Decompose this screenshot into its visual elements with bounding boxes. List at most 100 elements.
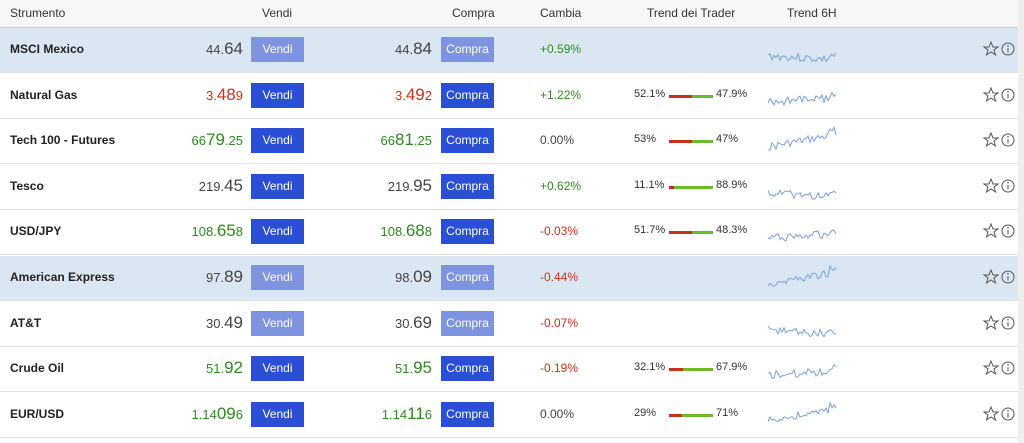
- trend-buy-label: 88.9%: [716, 178, 748, 191]
- row-icons[interactable]: [982, 86, 1016, 104]
- trend-sell-bar: [669, 140, 693, 144]
- change: +0.59%: [540, 42, 582, 56]
- price-part: 92: [224, 358, 243, 378]
- info-icon[interactable]: [1001, 133, 1015, 147]
- change: 0.00%: [540, 406, 575, 421]
- header-cell: Compra: [452, 6, 495, 20]
- table-row[interactable]: American Express 97.89 Vendi 98.09 Compra -0.…: [0, 256, 1018, 301]
- price-part: 6: [235, 406, 243, 422]
- buy-button[interactable]: Compra: [441, 82, 494, 108]
- header-cell: Vendi: [262, 6, 293, 20]
- row-icons[interactable]: [982, 131, 1016, 149]
- info-icon[interactable]: [1001, 224, 1015, 238]
- price-part: .25: [224, 133, 243, 149]
- info-icon[interactable]: [1001, 316, 1015, 330]
- instrument-name: American Express: [10, 270, 115, 284]
- price-part: 219.: [387, 178, 414, 194]
- star-icon[interactable]: [982, 223, 1000, 239]
- sell-button[interactable]: Vendi: [251, 82, 304, 108]
- price: 6679.25: [192, 130, 243, 150]
- trend-sell-bar: [669, 368, 684, 372]
- star-icon[interactable]: [982, 131, 1000, 148]
- sell-button[interactable]: Vendi: [251, 219, 304, 245]
- info-icon[interactable]: [1001, 270, 1015, 284]
- sparkline: [768, 189, 837, 200]
- trend-sell-bar: [669, 94, 692, 98]
- row-icons[interactable]: [982, 222, 1016, 240]
- table-row[interactable]: Natural Gas 3.489 Vendi 3.492 Compra +1.22% 52…: [0, 73, 1018, 119]
- row-icons[interactable]: [982, 359, 1016, 377]
- trend-sell-bar: [669, 185, 674, 189]
- price-part: 44.: [395, 42, 414, 57]
- buy-button[interactable]: Compra: [441, 173, 494, 199]
- trend-sell-bar: [669, 231, 692, 235]
- buy-button[interactable]: Compra: [441, 128, 494, 154]
- sell-button[interactable]: Vendi: [251, 173, 304, 199]
- price: 1.14116: [382, 404, 432, 424]
- info-icon[interactable]: [1001, 361, 1015, 375]
- price-part: 3.: [206, 87, 217, 103]
- header-cell: Trend 6H: [787, 6, 837, 20]
- trend-sell-label: 51.7%: [634, 224, 666, 237]
- price-part: 219.: [198, 178, 225, 194]
- row-icons[interactable]: [982, 268, 1016, 286]
- table-row[interactable]: AT&T 30.49 Vendi 30.69 Compra -0.07%: [0, 301, 1018, 347]
- sell-button[interactable]: Vendi: [251, 356, 304, 382]
- price-part: 89: [224, 267, 243, 286]
- info-icon[interactable]: [1001, 179, 1015, 193]
- buy-button[interactable]: Compra: [441, 401, 494, 427]
- price: 30.49: [206, 313, 243, 333]
- star-icon[interactable]: [982, 405, 1000, 421]
- row-icons[interactable]: [982, 40, 1016, 58]
- price-part: 108.: [380, 224, 406, 240]
- table-row[interactable]: EUR/USD 1.14096 Vendi 1.14116 Compra 0.00% 29%…: [0, 392, 1018, 438]
- instrument-name: Natural Gas: [10, 87, 78, 102]
- price-part: 09: [216, 403, 236, 423]
- sell-button[interactable]: Vendi: [251, 37, 304, 62]
- star-icon[interactable]: [982, 314, 1000, 330]
- star-icon[interactable]: [982, 359, 1000, 376]
- table-row[interactable]: MSCI Mexico 44.64 Vendi 44.84 Compra +0.59%: [0, 28, 1018, 73]
- buy-button[interactable]: Compra: [441, 219, 494, 245]
- table-row[interactable]: Tesco 219.45 Vendi 219.95 Compra +0.62% 11.1% 8…: [0, 164, 1018, 210]
- info-dot: [1007, 364, 1009, 366]
- buy-button[interactable]: Compra: [441, 265, 494, 290]
- price-part: 51.: [206, 361, 225, 377]
- price-part: 79: [206, 130, 225, 150]
- buy-button[interactable]: Compra: [441, 310, 494, 336]
- sparkline: [768, 264, 837, 287]
- row-icons[interactable]: [982, 405, 1016, 423]
- info-dot: [1007, 273, 1009, 275]
- sparkline: [768, 364, 837, 379]
- scrollbar[interactable]: [1018, 0, 1024, 443]
- sell-button[interactable]: Vendi: [251, 128, 304, 154]
- table-row[interactable]: Crude Oil 51.92 Vendi 51.95 Compra -0.19% 32.1…: [0, 347, 1018, 393]
- info-icon[interactable]: [1001, 88, 1015, 102]
- price: 44.64: [206, 39, 243, 59]
- header-cell: Cambia: [540, 6, 582, 20]
- sell-button[interactable]: Vendi: [251, 265, 304, 290]
- price-part: 95: [413, 358, 432, 378]
- table-row[interactable]: Tech 100 - Futures 6679.25 Vendi 6681.25 Com…: [0, 119, 1018, 165]
- change: -0.03%: [540, 224, 579, 239]
- sell-button[interactable]: Vendi: [251, 310, 304, 336]
- star-icon[interactable]: [982, 86, 1000, 102]
- price-part: 30.: [206, 315, 225, 331]
- table-row[interactable]: USD/JPY 108.658 Vendi 108.688 Compra -0.03% 51…: [0, 210, 1018, 256]
- table-header: Strumento Vendi Compra Cambia Trend dei …: [0, 0, 1018, 28]
- star-icon[interactable]: [982, 268, 1000, 285]
- info-icon[interactable]: [1001, 42, 1015, 56]
- price-part: 8: [424, 224, 432, 240]
- buy-button[interactable]: Compra: [441, 356, 494, 382]
- row-icons[interactable]: [982, 177, 1016, 195]
- star-icon[interactable]: [982, 40, 1000, 57]
- sparkline-path: [768, 91, 837, 106]
- trend-buy-bar: [691, 231, 713, 235]
- sell-button[interactable]: Vendi: [251, 401, 304, 427]
- row-icons[interactable]: [982, 314, 1016, 332]
- star-icon[interactable]: [982, 177, 1000, 193]
- info-icon[interactable]: [1001, 407, 1015, 421]
- sparkline-path: [768, 52, 837, 63]
- buy-button[interactable]: Compra: [441, 37, 494, 62]
- price: 51.92: [206, 358, 243, 378]
